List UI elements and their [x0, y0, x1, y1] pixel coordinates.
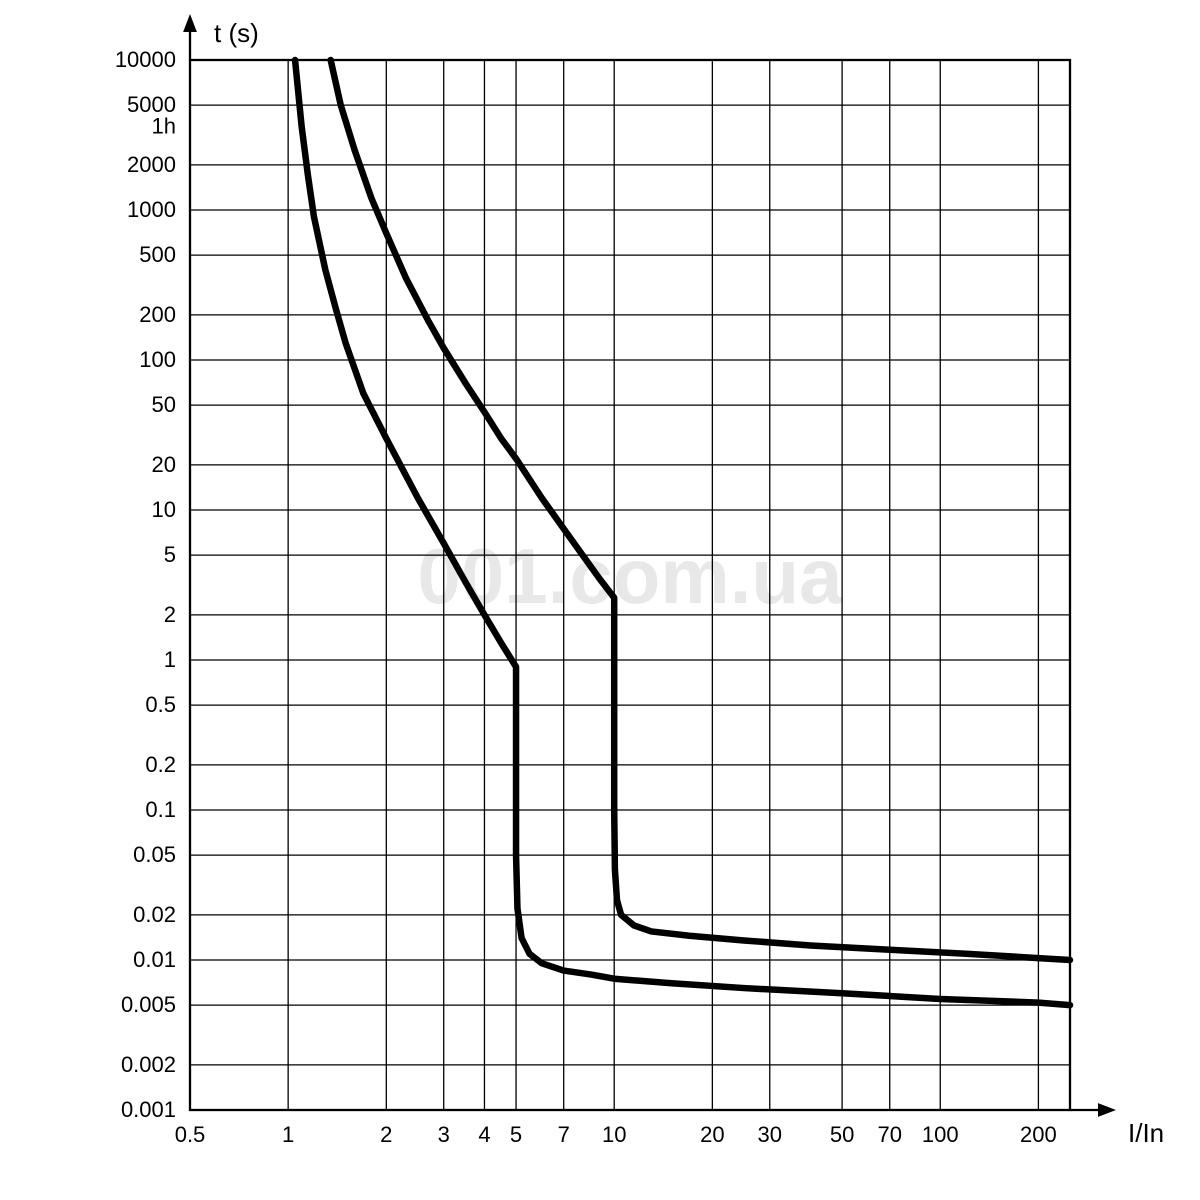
- x-tick-label: 50: [830, 1122, 854, 1147]
- x-tick-label: 100: [922, 1122, 959, 1147]
- y-tick-label: 0.02: [133, 902, 176, 927]
- y-tick-label: 200: [139, 302, 176, 327]
- x-tick-label: 1: [282, 1122, 294, 1147]
- x-tick-label: 5: [510, 1122, 522, 1147]
- x-tick-label: 20: [700, 1122, 724, 1147]
- y-tick-label: 20: [152, 452, 176, 477]
- y-tick-label: 1: [164, 647, 176, 672]
- x-tick-label: 7: [558, 1122, 570, 1147]
- trip-curve-chart: 001.com.ua0.0010.0020.0050.010.020.050.1…: [0, 0, 1200, 1200]
- y-axis-label: t (s): [214, 18, 259, 48]
- y-tick-label: 0.1: [145, 797, 176, 822]
- y-tick-label: 1000: [127, 197, 176, 222]
- x-tick-label: 10: [602, 1122, 626, 1147]
- y-tick-label: 100: [139, 347, 176, 372]
- y-tick-label: 10: [152, 497, 176, 522]
- chart-container: { "chart":{ "type":"line", "y_axis":{ "l…: [0, 0, 1200, 1200]
- y-tick-label: 10000: [115, 47, 176, 72]
- y-tick-label: 500: [139, 242, 176, 267]
- y-tick-label: 0.01: [133, 947, 176, 972]
- x-tick-label: 30: [758, 1122, 782, 1147]
- y-tick-label: 0.002: [121, 1052, 176, 1077]
- x-tick-label: 70: [878, 1122, 902, 1147]
- y-tick-label: 0.05: [133, 842, 176, 867]
- x-tick-label: 0.5: [175, 1122, 206, 1147]
- y-tick-label: 0.005: [121, 992, 176, 1017]
- y-tick-label: 2000: [127, 152, 176, 177]
- y-tick-label-extra: 1h: [152, 114, 176, 139]
- y-tick-label: 0.001: [121, 1097, 176, 1122]
- y-tick-label: 0.2: [145, 752, 176, 777]
- x-tick-label: 4: [478, 1122, 490, 1147]
- y-tick-label: 2: [164, 602, 176, 627]
- y-tick-label: 0.5: [145, 692, 176, 717]
- x-tick-label: 2: [380, 1122, 392, 1147]
- x-tick-label: 200: [1020, 1122, 1057, 1147]
- x-axis-label: I/In: [1128, 1118, 1164, 1148]
- x-tick-label: 3: [438, 1122, 450, 1147]
- y-tick-label: 5: [164, 542, 176, 567]
- y-tick-label: 50: [152, 392, 176, 417]
